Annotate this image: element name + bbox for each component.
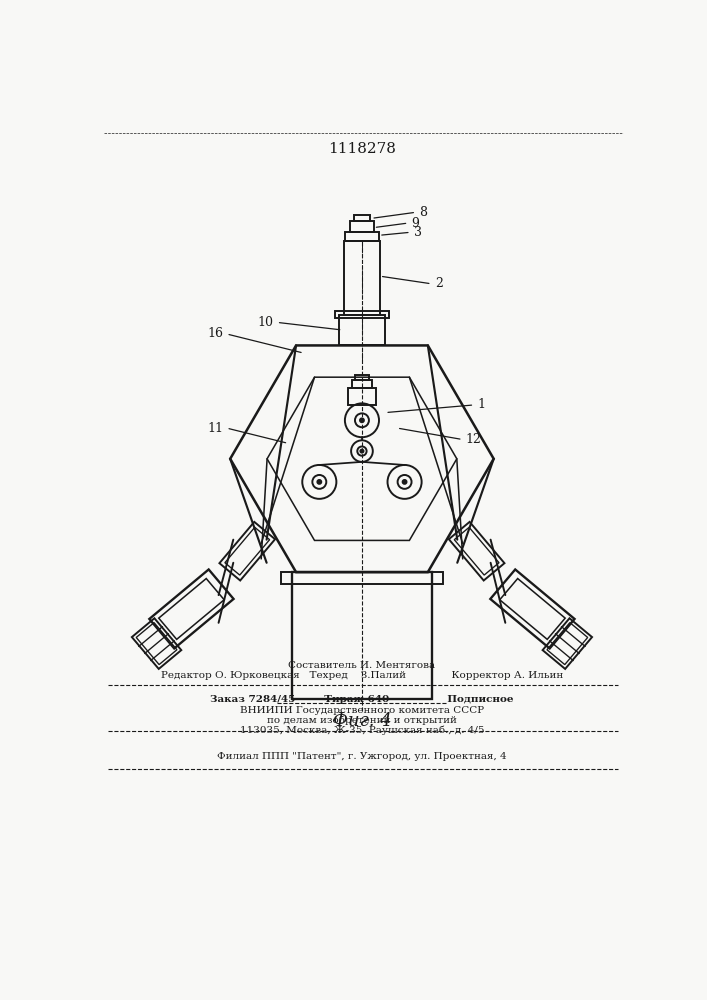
Text: ВНИИПИ Государственного комитета СССР: ВНИИПИ Государственного комитета СССР bbox=[240, 706, 484, 715]
Text: 8: 8 bbox=[419, 206, 427, 219]
Text: Заказ 7284/45        Тираж 640                Подписное: Заказ 7284/45 Тираж 640 Подписное bbox=[210, 695, 514, 704]
Text: Фиг. 4: Фиг. 4 bbox=[332, 712, 392, 730]
Text: 3: 3 bbox=[414, 226, 422, 239]
Bar bbox=[355, 375, 369, 380]
Text: 10: 10 bbox=[257, 316, 274, 329]
Text: Редактор О. Юрковецкая   Техред    З.Палий              Корректор А. Ильин: Редактор О. Юрковецкая Техред З.Палий Ко… bbox=[160, 671, 563, 680]
Bar bbox=[281, 572, 443, 584]
Text: 113035, Москва, Ж-35, Раушская наб., д. 4/5: 113035, Москва, Ж-35, Раушская наб., д. … bbox=[240, 726, 484, 735]
Text: 11: 11 bbox=[207, 422, 223, 434]
Text: Филиал ППП "Патент", г. Ужгород, ул. Проектная, 4: Филиал ППП "Патент", г. Ужгород, ул. Про… bbox=[217, 752, 507, 761]
Circle shape bbox=[403, 480, 407, 484]
Bar bbox=[335, 311, 389, 318]
Text: 1118278: 1118278 bbox=[328, 142, 396, 156]
Text: 1: 1 bbox=[477, 398, 486, 411]
Circle shape bbox=[361, 450, 363, 453]
Bar bbox=[292, 572, 432, 699]
Text: 12: 12 bbox=[466, 433, 481, 446]
Bar bbox=[344, 241, 380, 315]
Text: 2: 2 bbox=[435, 277, 443, 290]
Text: Составитель И. Ментягова: Составитель И. Ментягова bbox=[288, 661, 436, 670]
Bar bbox=[351, 221, 373, 232]
Bar bbox=[354, 215, 370, 221]
Text: 9: 9 bbox=[411, 217, 419, 230]
Text: по делам изобретений и открытий: по делам изобретений и открытий bbox=[267, 716, 457, 725]
Bar bbox=[352, 380, 372, 388]
Bar bbox=[348, 388, 376, 405]
Circle shape bbox=[360, 418, 364, 422]
Circle shape bbox=[317, 480, 321, 484]
Text: 16: 16 bbox=[207, 327, 223, 340]
Bar bbox=[345, 232, 379, 241]
Bar bbox=[339, 315, 385, 345]
